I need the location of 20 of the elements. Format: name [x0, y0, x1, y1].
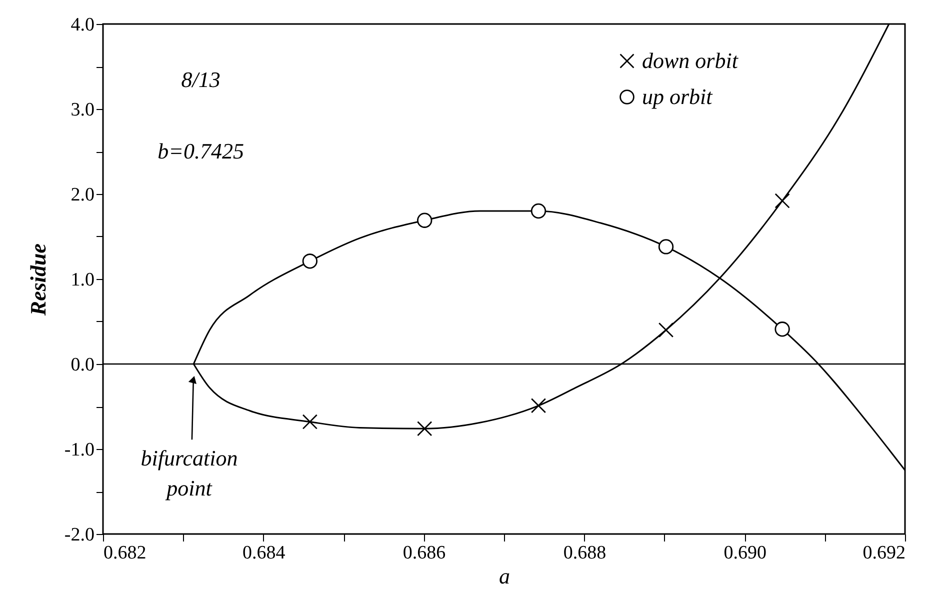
x-tick-label: 0.690	[724, 542, 766, 564]
y-tick-label: 2.0	[70, 184, 94, 206]
x-tick-label: 0.688	[563, 542, 606, 564]
x-tick-label: 0.686	[402, 542, 446, 564]
x-tick-label: 0.682	[104, 542, 146, 564]
y-axis-title: Residue	[25, 243, 50, 317]
y-tick-label: 4.0	[70, 14, 94, 36]
y-tick-label: 3.0	[70, 100, 94, 120]
y-tick-label: 0.0	[70, 354, 94, 376]
y-tick-label: 1.0	[70, 270, 94, 290]
legend-label: down orbit	[642, 48, 739, 73]
legend-label: up orbit	[642, 84, 714, 109]
annotation: 8/13	[181, 67, 220, 92]
annotation: bifurcation point	[140, 445, 238, 500]
annotation: b=0.7425	[158, 138, 244, 164]
x-tick-label: 0.684	[242, 542, 286, 564]
y-tick-label: -2.0	[64, 524, 94, 546]
x-axis-title: a	[499, 564, 510, 588]
x-tick-label: 0.692	[862, 542, 906, 564]
y-tick-label: -1.0	[64, 440, 94, 460]
